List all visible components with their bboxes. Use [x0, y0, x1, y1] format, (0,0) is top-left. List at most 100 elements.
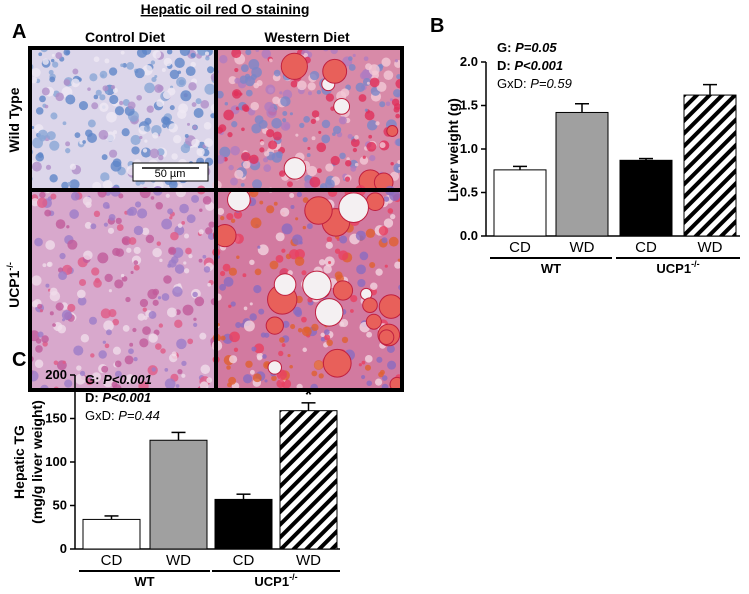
cell	[157, 296, 162, 300]
cell	[251, 346, 257, 352]
cell	[193, 317, 197, 321]
cell	[174, 319, 183, 329]
column-label: Western Diet	[264, 29, 350, 45]
cell	[170, 231, 179, 241]
cell	[57, 324, 67, 334]
cell	[163, 275, 172, 284]
cell	[307, 91, 312, 96]
cell	[242, 160, 251, 169]
cell	[191, 138, 200, 148]
cell	[269, 58, 273, 63]
cell	[157, 85, 164, 92]
cell	[393, 89, 402, 98]
cell	[162, 90, 172, 100]
cell	[44, 209, 52, 217]
cell	[203, 121, 212, 130]
cell	[166, 48, 173, 55]
cell	[121, 236, 131, 246]
cell	[130, 134, 141, 146]
cell	[49, 291, 61, 302]
cell	[133, 260, 139, 265]
cell	[224, 102, 229, 106]
cell	[55, 219, 66, 229]
cell	[164, 368, 169, 372]
cell	[177, 109, 187, 119]
group-label: UCP1-/-	[656, 259, 699, 276]
lipid-droplet	[365, 192, 385, 211]
cell	[358, 363, 362, 367]
cell	[100, 308, 111, 319]
cell	[289, 112, 293, 116]
cell	[326, 339, 333, 347]
cell	[369, 155, 376, 162]
cell	[75, 373, 86, 385]
cell	[235, 322, 242, 329]
cell	[82, 140, 86, 144]
cell	[93, 279, 102, 288]
cell	[180, 90, 192, 102]
cell	[344, 176, 351, 182]
cell	[150, 60, 156, 65]
bar	[149, 439, 208, 550]
cell	[249, 154, 259, 165]
cell	[156, 99, 165, 108]
cell	[249, 313, 257, 321]
cell	[135, 201, 142, 208]
cell	[112, 247, 121, 256]
scale-bar-label: 50 µm	[155, 168, 186, 180]
group-label: UCP1-/-	[254, 572, 297, 589]
cell	[325, 93, 335, 102]
cell	[104, 58, 110, 64]
cell	[45, 164, 52, 170]
cell	[324, 179, 335, 190]
cell	[306, 153, 311, 158]
cell	[114, 360, 122, 368]
cell	[254, 268, 262, 276]
cell	[323, 264, 332, 274]
cell	[48, 69, 54, 75]
cell	[64, 379, 73, 388]
cell	[281, 248, 286, 253]
cell	[220, 215, 225, 221]
cell	[125, 374, 135, 384]
cell	[37, 331, 44, 338]
cell	[167, 263, 172, 268]
stat-label: GxD:	[85, 408, 118, 423]
cell	[65, 141, 71, 147]
cell	[104, 343, 110, 349]
cell	[190, 52, 196, 58]
y-axis-label: Liver weight (g)	[445, 98, 461, 201]
cell	[205, 227, 213, 235]
cell	[172, 286, 183, 297]
cell	[120, 63, 124, 68]
cell	[383, 218, 394, 228]
cell	[61, 181, 69, 190]
micrographs	[30, 48, 402, 390]
cell	[250, 101, 259, 111]
cell	[223, 109, 234, 121]
cell	[102, 85, 109, 92]
cell	[102, 201, 110, 209]
cell	[303, 115, 311, 123]
lipid-droplet	[314, 298, 344, 327]
cell	[249, 302, 253, 306]
cell	[34, 359, 44, 369]
cell	[49, 76, 56, 83]
cell	[364, 355, 373, 363]
cell	[186, 122, 191, 126]
cell	[309, 176, 321, 188]
row-label: Wild Type	[6, 87, 22, 152]
cell	[280, 96, 291, 107]
cell	[280, 207, 290, 217]
cell	[87, 133, 98, 144]
cell	[39, 191, 46, 199]
cell	[378, 226, 389, 236]
cell	[272, 96, 280, 105]
cell	[150, 196, 155, 200]
lipid-droplet	[304, 196, 333, 225]
cell	[362, 77, 371, 86]
cell	[266, 129, 275, 138]
panel-letter: C	[12, 349, 26, 371]
cell	[66, 225, 70, 229]
cell	[395, 113, 401, 119]
